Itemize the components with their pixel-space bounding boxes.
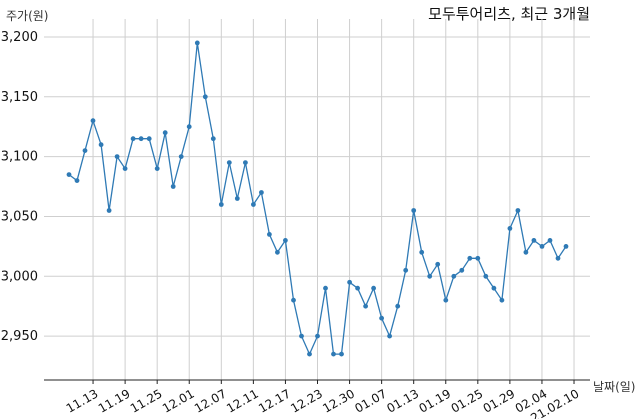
grid [44,19,590,380]
data-point [275,249,280,255]
data-point [146,136,152,142]
data-point [186,124,192,130]
x-tick-label: 01.29 [481,386,518,415]
x-tick-label: 01.13 [384,386,421,415]
data-point [218,202,224,207]
data-point [355,285,360,291]
data-point [363,303,368,309]
data-point [98,142,104,148]
y-tick-label: 3,000 [1,269,38,284]
data-point [555,255,561,261]
y-tick-label: 2,950 [1,329,38,344]
data-point [130,136,136,142]
data-point [170,184,176,189]
x-tick-label: 12.11 [224,386,261,415]
data-point [547,238,553,243]
data-point [194,40,200,46]
data-point [251,202,256,207]
data-point [435,261,441,267]
data-point [563,244,569,249]
data-point [419,249,425,255]
data-point [106,208,112,213]
y-tick-label: 3,150 [1,90,38,105]
x-tick-label: 12.17 [256,386,293,415]
data-point [451,273,457,279]
data-point [234,196,240,201]
x-axis-ticks: 11.1311.1911.2512.0112.0712.1112.1712.23… [64,380,582,419]
data-point [122,166,128,172]
data-point [395,303,401,309]
data-point [507,226,513,231]
data-point [371,285,376,291]
data-point [299,333,304,339]
chart-title: 모두투어리츠, 최근 3개월 [428,5,590,23]
x-tick-label: 12.01 [160,386,197,415]
data-point [291,297,296,303]
data-point [387,333,392,339]
data-point [66,172,72,178]
data-point [339,351,344,357]
x-tick-label: 11.19 [96,386,133,415]
x-tick-label: 01.25 [449,386,486,415]
data-point [259,190,264,195]
x-tick-label: 12.23 [288,386,325,415]
data-point [499,297,505,303]
data-point [483,273,489,279]
data-point [411,208,417,213]
x-tick-label: 12.07 [192,386,229,415]
data-point [347,279,352,285]
x-tick-label: 01.07 [352,386,389,415]
data-point [202,94,208,100]
y-axis-label: 주가(원) [6,9,48,23]
data-point [307,351,312,357]
data-point [178,154,184,160]
y-tick-label: 3,050 [1,209,38,224]
x-tick-label: 11.13 [64,386,101,415]
data-point [515,208,521,213]
data-point [323,285,328,291]
data-points [66,40,569,357]
data-point [210,136,216,142]
data-point [138,136,144,142]
data-point [90,118,96,124]
data-point [315,333,320,339]
data-point [267,232,272,237]
data-point [226,160,232,166]
data-point [491,285,497,291]
data-point [459,267,465,273]
data-point [475,255,481,261]
x-tick-label: 12.30 [320,386,357,415]
data-point [379,315,384,321]
y-tick-label: 3,200 [1,30,38,45]
y-axis-ticks: 2,950 3,000 3,050 3,100 3,150 3,200 [1,30,38,344]
y-tick-label: 3,100 [1,150,38,165]
x-tick-label: 01.19 [417,386,454,415]
data-point [74,178,80,184]
data-point [162,130,168,136]
data-point [82,148,88,154]
data-point [523,249,529,255]
data-point [443,297,449,303]
data-point [283,238,288,243]
data-point [531,238,537,243]
data-point [243,160,248,166]
x-axis-label: 날짜(일) [593,380,635,394]
data-point [331,351,336,357]
data-point [154,166,160,172]
x-tick-label: 11.25 [128,386,165,415]
data-point [403,267,409,273]
data-point [114,154,120,160]
data-point [467,255,473,261]
data-point [427,273,433,279]
data-point [539,244,545,249]
